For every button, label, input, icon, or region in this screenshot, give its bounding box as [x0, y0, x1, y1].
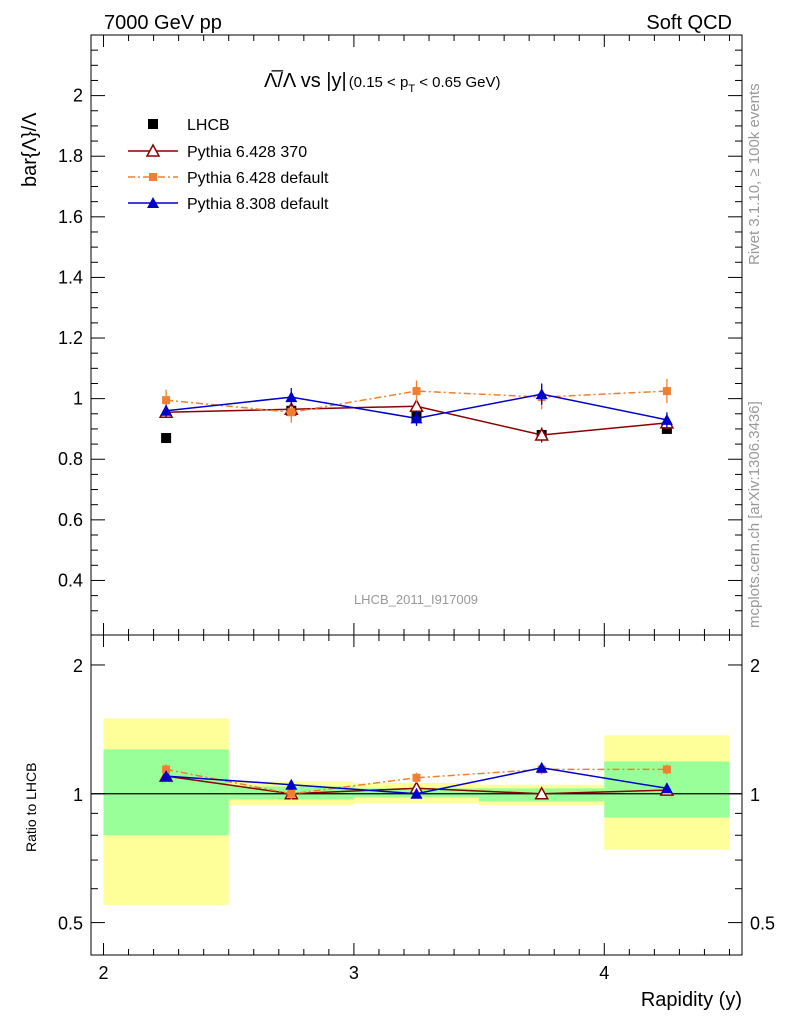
ratio-y-tick-label-right: 0.5: [750, 914, 775, 934]
ratio-point-1-1: [287, 789, 296, 798]
y-tick-label: 0.6: [58, 510, 83, 530]
y-tick-label: 1.6: [58, 207, 83, 227]
ratio-y-tick-label-left: 0.5: [58, 914, 83, 934]
x-tick-label: 4: [599, 963, 609, 983]
data-point-3-3: [535, 388, 548, 400]
rivet-label: Rivet 3.1.10, ≥ 100k events: [746, 83, 763, 265]
legend-label-1: Pythia 6.428 370: [187, 144, 307, 161]
ratio-y-axis-label: Ratio to LHCB: [23, 763, 39, 852]
ratio-line-1: [165, 768, 667, 795]
ratio-point-0-3: [534, 786, 549, 800]
title-cut-sub: T: [408, 83, 415, 95]
title-cut-prefix: (0.15 < p: [349, 74, 409, 91]
main-chart-title: Λ̅/Λ vs |y| (0.15 < pT < 0.65 GeV): [264, 69, 501, 95]
data-point-2-2: [412, 387, 421, 396]
y-tick-label: 1.2: [58, 328, 83, 348]
ratio-point-1-0: [162, 765, 171, 774]
ratio-frame: [90, 634, 743, 956]
mcplots-label: mcplots.cern.ch [arXiv:1306.3436]: [746, 401, 763, 628]
data-point-2-1: [287, 408, 296, 417]
legend-marker-2: [149, 173, 157, 181]
data-point-2-0: [162, 396, 171, 405]
analysis-watermark: LHCB_2011_I917009: [354, 592, 478, 607]
x-tick-label: 2: [99, 963, 109, 983]
title-main: Λ̅/Λ vs |y|: [264, 69, 347, 92]
y-tick-label: 2: [73, 86, 83, 106]
ratio-point-1-4: [662, 765, 671, 774]
ratio-y-tick-label-left: 2: [73, 656, 83, 676]
legend-label-2: Pythia 6.428 default: [187, 170, 329, 187]
data-point-1-3: [534, 427, 549, 441]
y-tick-label: 0.8: [58, 449, 83, 469]
legend-label-0: LHCB: [187, 117, 230, 134]
ratio-point-2-0: [160, 770, 173, 782]
y-tick-label: 0.4: [58, 570, 83, 590]
data-point-3-0: [160, 404, 173, 416]
header-right: Soft QCD: [646, 12, 732, 34]
y-tick-label: 1.4: [58, 267, 83, 287]
title-cut-suffix: < 0.65 GeV): [415, 74, 500, 91]
ratio-y-tick-label-right: 2: [750, 656, 760, 676]
header-left: 7000 GeV pp: [104, 12, 222, 34]
data-point-2-4: [662, 387, 671, 396]
ratio-point-1-2: [412, 773, 421, 782]
legend-marker-0: [148, 119, 158, 129]
ratio-point-2-1: [285, 778, 298, 790]
main-y-axis-label: bar{Λ}/Λ: [19, 112, 41, 187]
x-tick-label: 3: [349, 963, 359, 983]
ratio-y-tick-label-left: 1: [73, 785, 83, 805]
ratio-point-2-3: [535, 761, 548, 773]
legend-label-3: Pythia 8.308 default: [187, 196, 329, 213]
ratio-point-2-2: [410, 787, 423, 799]
main-plot: 0.4 0.6 0.8 1 1.2 1.4 1.6 1.8 2: [58, 34, 743, 636]
legend-marker-1: [145, 143, 161, 157]
data-point-3-2: [410, 412, 423, 424]
legend: LHCB Pythia 6.428 370 Pythia 6.428 default…: [128, 117, 329, 213]
data-point-0-0: [161, 433, 172, 444]
legend-marker-3: [147, 197, 159, 208]
data-point-3-1: [285, 391, 298, 403]
ratio-y-tick-label-right: 1: [750, 785, 760, 805]
ratio-point-2-4: [660, 782, 673, 794]
x-axis-label: Rapidity (y): [641, 989, 742, 1011]
data-point-3-4: [660, 413, 673, 425]
ratio-plot: 2 3 4 0.5 0.5 1 1 2 2: [58, 634, 775, 983]
y-tick-label: 1: [73, 389, 83, 409]
y-tick-label: 1.8: [58, 146, 83, 166]
ratio-band-green-0: [103, 749, 229, 836]
